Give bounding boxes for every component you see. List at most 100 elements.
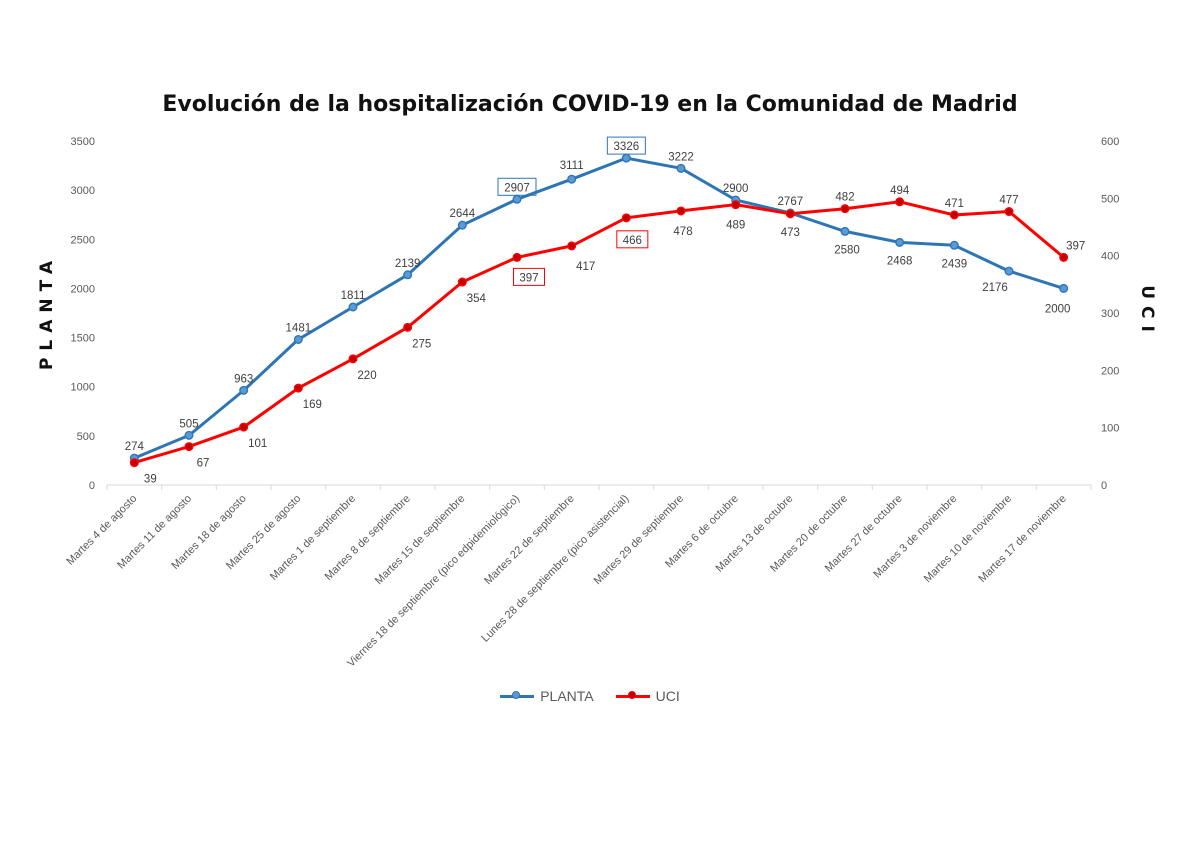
data-label-planta: 2580 xyxy=(834,244,860,256)
data-label-highlight-box-planta xyxy=(606,136,646,155)
data-point-uci xyxy=(895,197,905,207)
data-point-uci xyxy=(239,422,249,432)
data-label-planta: 963 xyxy=(234,373,253,385)
data-point-uci xyxy=(621,213,631,223)
y-left-tick-label: 2500 xyxy=(71,234,95,246)
data-point-planta xyxy=(567,174,577,184)
axes xyxy=(106,484,1092,490)
data-point-uci xyxy=(512,252,522,262)
data-label-highlight-box-planta xyxy=(497,177,537,196)
data-label-planta: 505 xyxy=(179,418,198,430)
data-point-planta xyxy=(621,153,631,163)
legend-swatch-planta xyxy=(500,689,535,703)
data-label-uci: 354 xyxy=(467,293,487,305)
data-label-planta: 2000 xyxy=(1045,303,1071,315)
data-point-uci xyxy=(348,354,358,364)
data-point-uci xyxy=(785,209,795,219)
data-label-planta: 2468 xyxy=(887,255,913,267)
data-label-uci: 482 xyxy=(835,192,854,204)
category-label: Martes 17 de noviembre xyxy=(976,493,1068,585)
data-point-uci xyxy=(1059,252,1069,262)
data-label-uci: 471 xyxy=(945,198,964,210)
data-label-planta: 3222 xyxy=(668,151,694,163)
data-label-uci: 489 xyxy=(726,220,745,232)
y-axis-right-title: UCI xyxy=(1137,285,1157,339)
data-label-highlight-box-uci xyxy=(513,267,545,286)
y-left-tick-label: 3500 xyxy=(71,136,95,148)
y-left-tick-label: 3000 xyxy=(71,185,95,197)
data-label-highlight-box-uci xyxy=(616,230,649,249)
y-left-tick-label: 0 xyxy=(89,480,95,492)
legend-item-uci: UCI xyxy=(615,688,680,704)
data-point-planta xyxy=(348,302,358,312)
legend-marker-uci xyxy=(627,691,636,699)
data-point-planta xyxy=(239,385,249,395)
data-point-uci xyxy=(184,442,194,452)
data-point-planta xyxy=(1004,266,1014,276)
y-right-tick-label: 400 xyxy=(1101,251,1119,263)
data-point-uci xyxy=(567,241,577,251)
data-label-planta: 3111 xyxy=(560,160,584,172)
y-right-tick-label: 300 xyxy=(1101,308,1119,320)
data-point-planta xyxy=(512,194,522,204)
legend-label-uci: UCI xyxy=(655,688,680,704)
data-label-planta: 274 xyxy=(125,441,145,453)
data-point-planta xyxy=(840,226,850,236)
series-lines xyxy=(132,156,1066,465)
data-point-planta xyxy=(1059,283,1069,293)
data-point-uci xyxy=(457,277,467,287)
data-point-uci xyxy=(1004,207,1014,217)
data-label-uci: 478 xyxy=(673,226,692,238)
data-label-planta: 2644 xyxy=(450,208,476,220)
data-label-planta: 3326 xyxy=(614,141,640,153)
data-label-planta: 2900 xyxy=(723,183,749,195)
data-points xyxy=(129,153,1069,468)
data-point-planta xyxy=(895,237,905,247)
data-label-uci: 466 xyxy=(623,235,642,247)
data-label-planta: 1481 xyxy=(286,322,312,334)
y-right-tick-label: 500 xyxy=(1101,193,1119,205)
y-axis-left-title: PLANTA xyxy=(37,254,57,370)
data-label-uci: 473 xyxy=(781,227,800,239)
data-label-uci: 220 xyxy=(357,370,376,382)
data-label-planta: 2176 xyxy=(982,282,1008,294)
y-left-tick-label: 500 xyxy=(77,431,95,443)
category-label: Martes 22 de septiembre xyxy=(482,493,577,588)
data-label-planta: 1811 xyxy=(341,290,366,302)
data-label-uci: 494 xyxy=(890,185,910,197)
series-line-uci xyxy=(132,200,1066,465)
y-left-tick-label: 1000 xyxy=(71,382,95,394)
data-point-planta xyxy=(676,163,686,173)
data-label-uci: 67 xyxy=(197,458,210,470)
data-label-uci: 169 xyxy=(303,399,322,411)
left-axis-ticks: 0 500 1000 1500 2000 2500 3000 3500 xyxy=(71,136,95,492)
y-left-tick-label: 1500 xyxy=(71,333,95,345)
data-label-uci: 417 xyxy=(576,261,595,273)
y-right-tick-label: 200 xyxy=(1101,365,1119,377)
legend-marker-planta xyxy=(512,691,521,699)
data-point-planta xyxy=(457,220,467,230)
category-label: Martes 15 de septiembre xyxy=(373,493,468,588)
data-labels: 274 505 963 1481 1811 2139 2644 2907 3111 3326 322… xyxy=(125,136,1085,486)
series-line-planta xyxy=(132,156,1066,460)
right-axis-ticks: 0 100 200 300 400 500 600 xyxy=(1101,136,1119,492)
category-label: Martes 10 de noviembre xyxy=(922,493,1014,585)
data-label-planta: 2439 xyxy=(942,258,968,270)
data-point-uci xyxy=(676,206,686,216)
legend-item-planta: PLANTA xyxy=(500,688,594,704)
data-label-uci: 397 xyxy=(1066,240,1085,252)
y-left-tick-label: 2000 xyxy=(71,283,95,295)
data-point-planta xyxy=(184,430,194,440)
data-label-uci: 397 xyxy=(519,272,538,284)
data-point-uci xyxy=(731,200,741,210)
y-right-tick-label: 100 xyxy=(1101,423,1119,435)
data-label-planta: 2907 xyxy=(504,182,530,194)
data-point-planta xyxy=(949,240,959,250)
data-point-planta xyxy=(293,334,303,344)
y-right-tick-label: 600 xyxy=(1101,136,1119,148)
legend-swatch-uci xyxy=(615,689,650,703)
data-point-uci xyxy=(949,210,959,220)
data-label-uci: 477 xyxy=(999,195,1018,207)
chart-title: Evolución de la hospitalización COVID-19… xyxy=(162,92,1018,117)
